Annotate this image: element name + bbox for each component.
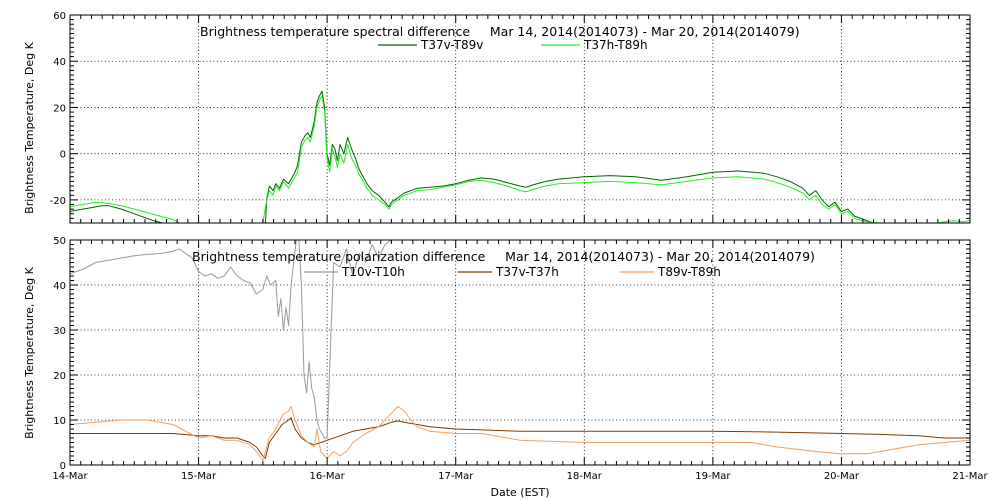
polarization-legend: T10v-T10h T37v-T37h T89v-T89h	[304, 265, 721, 279]
polarization-axes: 0 10 20 30 40 50	[53, 236, 971, 472]
x-tick-label: 17-Mar	[438, 471, 474, 482]
polarization-grid	[70, 240, 970, 465]
x-tick-label: 19-Mar	[695, 471, 731, 482]
x-tick-label: 21-Mar	[952, 471, 988, 482]
legend-label-t89v-t89h: T89v-T89h	[657, 265, 721, 279]
x-axis-label: Date (EST)	[490, 486, 549, 499]
x-tick-label: 20-Mar	[824, 471, 860, 482]
spectral-y-tick-label: 40	[53, 57, 66, 68]
polarization-y-tick-label: 40	[53, 281, 66, 292]
spectral-legend: T37v-T89v T37h-T89h	[378, 38, 648, 52]
spectral-axes: -20 0 20 40 60	[50, 11, 971, 224]
series-t37v-t89v	[70, 90, 874, 223]
legend-label-t37v-t89v: T37v-T89v	[420, 38, 483, 52]
legend-label-t37h-t89h: T37h-T89h	[583, 38, 648, 52]
spectral-y-tick-label: 60	[53, 11, 66, 22]
spectral-difference-panel: -20 0 20 40 60 Brightness temperature spectr…	[23, 11, 971, 224]
series-t37h-t89h	[70, 95, 970, 223]
spectral-y-tick-label: 20	[53, 103, 66, 114]
spectral-y-tick-label: -20	[50, 196, 66, 207]
polarization-y-tick-label: 10	[53, 416, 66, 427]
series-t10v-t10h	[70, 240, 392, 439]
series-t89v-t89h	[70, 406, 970, 461]
spectral-y-axis-label: Brightness Temperature, Deg K	[23, 41, 36, 213]
spectral-y-tick-label: 0	[60, 150, 66, 161]
series-t37v-t37h	[70, 417, 970, 459]
spectral-grid	[70, 15, 970, 223]
legend-label-t10v-t10h: T10v-T10h	[341, 265, 405, 279]
polarization-y-tick-label: 30	[53, 326, 66, 337]
x-tick-label: 15-Mar	[181, 471, 217, 482]
polarization-y-axis-label: Brightness Temperature, Deg K	[23, 266, 36, 438]
x-tick-label: 18-Mar	[567, 471, 603, 482]
spectral-series-group	[70, 90, 970, 223]
polarization-y-tick-label: 20	[53, 371, 66, 382]
x-tick-labels: 14-Mar 15-Mar 16-Mar 17-Mar 18-Mar 19-Mar 20-M…	[52, 471, 988, 482]
x-tick-label: 14-Mar	[52, 471, 88, 482]
polarization-difference-panel: 0 10 20 30 40 50 Brightness temperature polar…	[23, 236, 971, 472]
polarization-series-group	[70, 240, 970, 461]
legend-label-t37v-t37h: T37v-T37h	[495, 265, 559, 279]
polarization-chart-title: Brightness temperature polarization diff…	[192, 249, 815, 264]
x-tick-label: 16-Mar	[310, 471, 346, 482]
spectral-chart-title: Brightness temperature spectral differen…	[200, 24, 800, 39]
polarization-y-tick-label: 50	[53, 236, 66, 247]
spectral-plot-frame	[69, 14, 971, 224]
polarization-y-tick-label: 0	[60, 461, 66, 472]
